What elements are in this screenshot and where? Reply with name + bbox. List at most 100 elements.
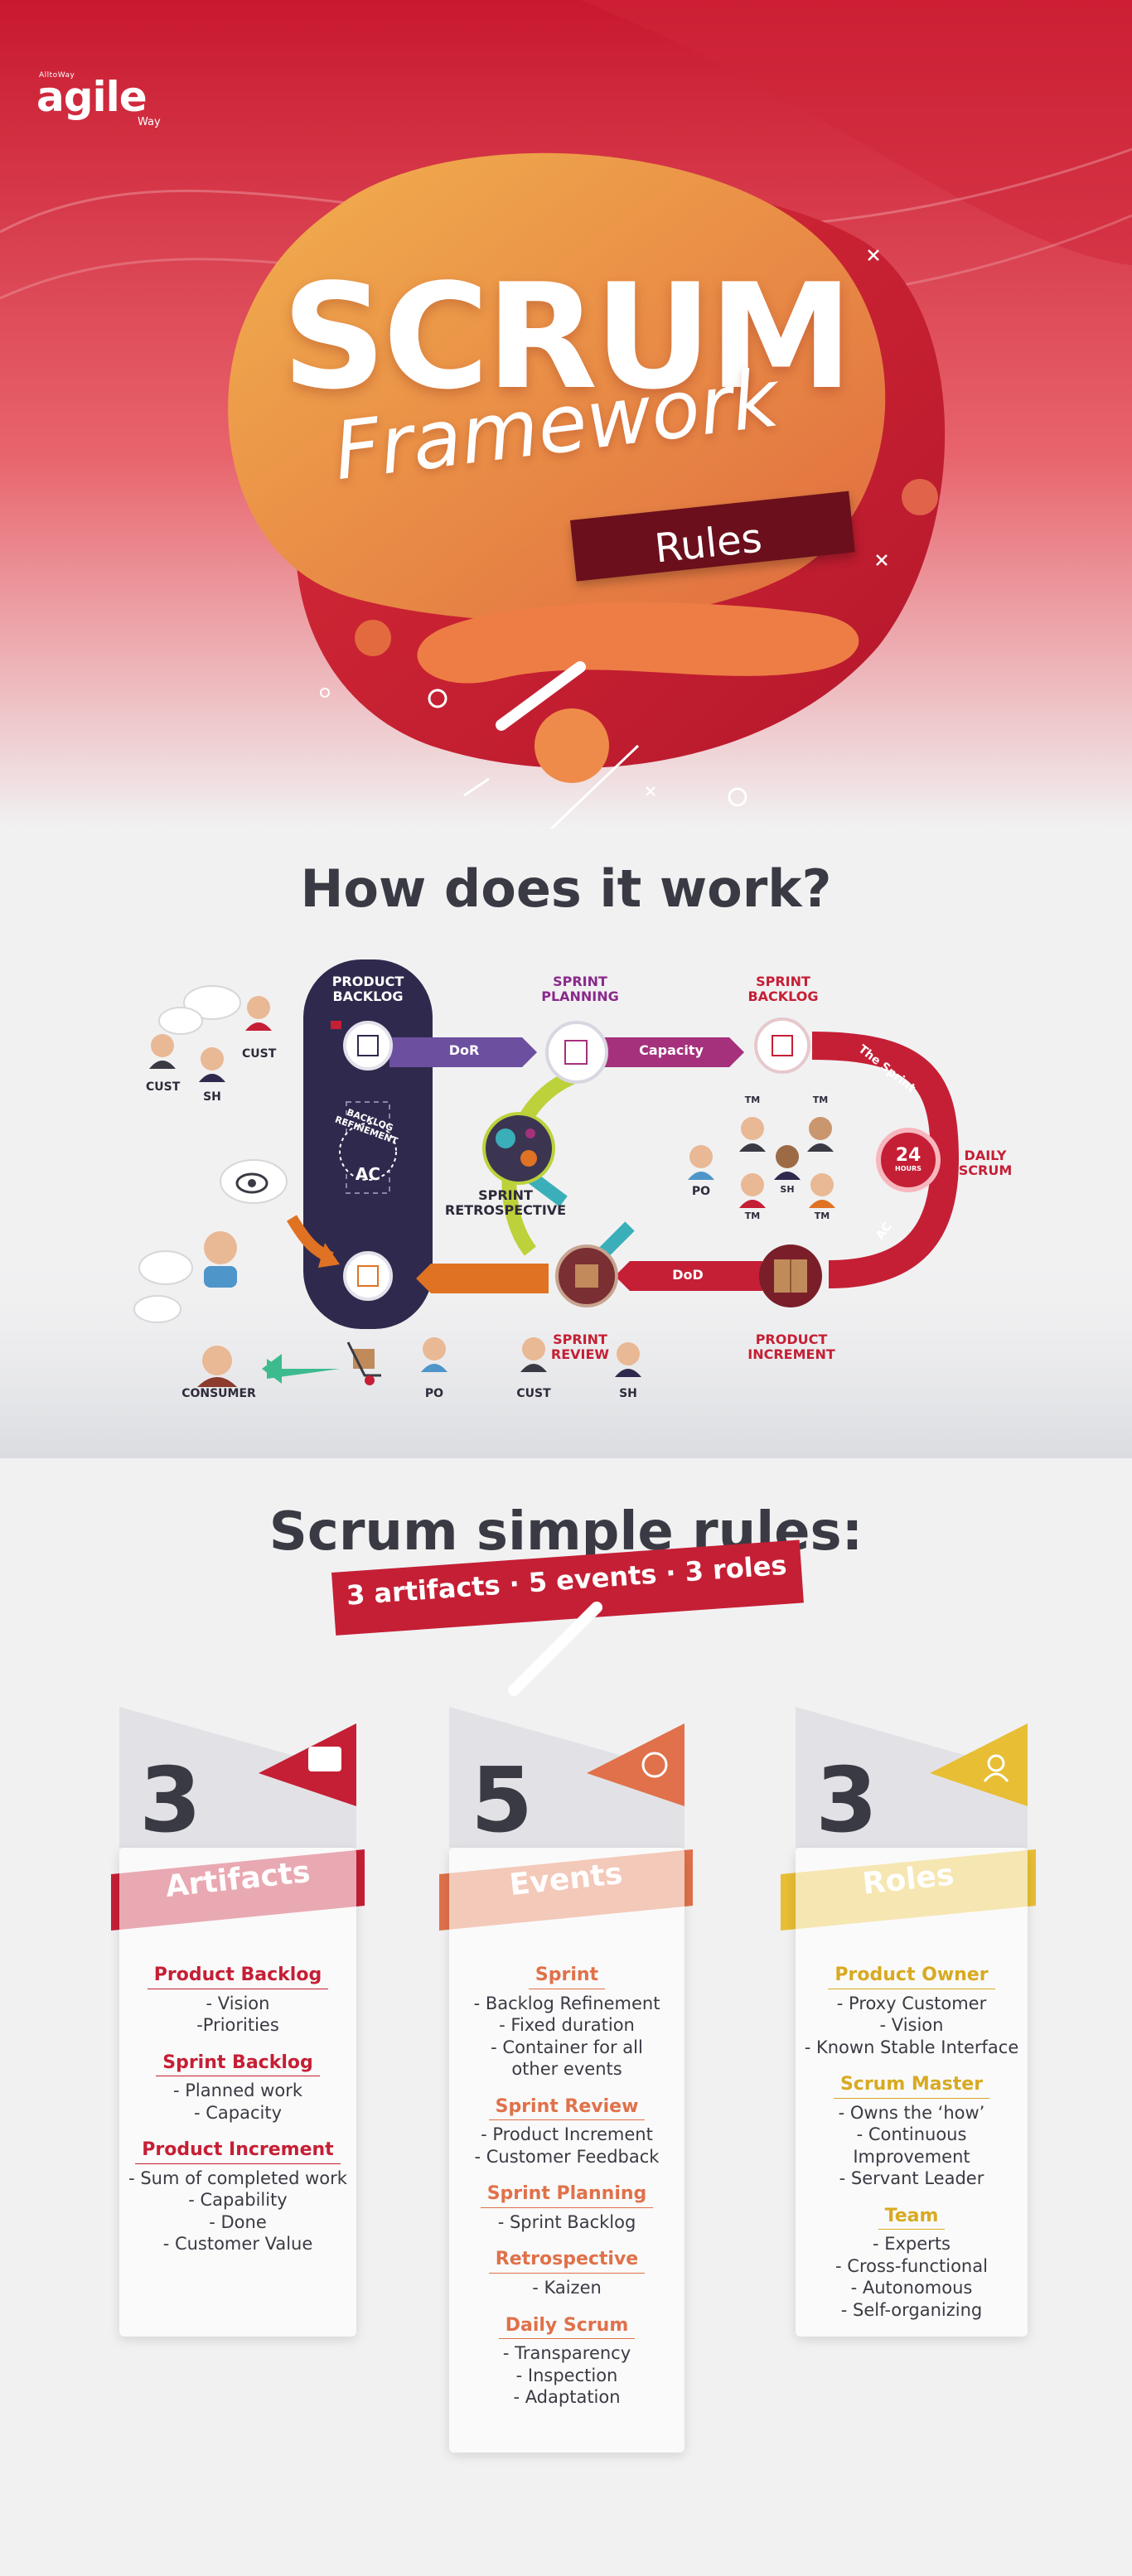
dod-arrow [615,1261,762,1291]
dor-arrow [389,1037,537,1067]
delivery-dolly-icon [346,1341,381,1385]
artifacts-tag-icon [308,1747,341,1771]
increment-to-backlog-arrow [416,1264,549,1293]
event-sprint-planning: Sprint Planning [480,2182,654,2208]
sprint-backlog-icon [754,1017,810,1074]
events-column [449,1848,685,2453]
label-sprint-planning: SPRINT PLANNING [541,974,619,1005]
artifact-item: - Vision [206,1993,270,2013]
label-po: PO [424,1387,444,1400]
label-sprint-retrospective: SPRINT RETROSPECTIVE [444,1187,567,1219]
artifacts-column [119,1848,356,2337]
role-item: - Cross-functional [835,2255,988,2276]
event-item: other events [511,2059,622,2080]
role-item: - Servant Leader [839,2168,984,2189]
event-item: - Product Increment [481,2124,653,2145]
avatar-sh-1 [199,1047,225,1082]
artifact-item: - Capacity [193,2102,283,2123]
events-count: 5 [471,1749,534,1853]
event-item: - Inspection [515,2365,618,2385]
label-sprint-backlog: SPRINT BACKLOG [747,974,819,1005]
artifact-product-increment: Product Increment [135,2139,341,2164]
label-tm-2: TM [812,1095,829,1105]
artifacts-count: 3 [139,1749,202,1853]
avatar-cust-2 [245,996,272,1031]
avatar-sh-review [615,1342,641,1377]
label-tm-4: TM [814,1211,830,1221]
avatar-consumer [197,1346,237,1387]
event-item: - Transparency [502,2343,631,2364]
artifact-item: - Capability [188,2190,288,2211]
artifact-sprint-backlog: Sprint Backlog [156,2052,320,2077]
clock-hours-word: HOURS [895,1165,922,1172]
clock-hours-number: 24 [895,1145,922,1166]
event-daily-scrum: Daily Scrum [498,2314,636,2340]
event-item: - Sprint Backlog [497,2211,636,2232]
label-sh-review: SH [619,1387,637,1400]
title-scrum: SCRUM [282,254,853,422]
label-sm: SH [780,1184,795,1195]
artifact-item: - Done [209,2211,267,2232]
role-item: - Self-organizing [840,2299,983,2320]
product-backlog-icon [343,1021,393,1071]
event-retrospective: Retrospective [488,2248,646,2274]
event-item: - Container for all [491,2037,643,2057]
roles-column [796,1848,1028,2337]
event-item: - Customer Feedback [474,2146,660,2167]
event-sprint-review: Sprint Review [488,2095,646,2121]
artifact-product-backlog: Product Backlog [147,1964,329,1989]
label-consumer: CONSUMER [181,1387,256,1400]
role-item: - Experts [872,2234,951,2255]
brand-logo[interactable]: agile [36,73,148,121]
label-sh-1: SH [203,1090,221,1104]
label-tm-1: TM [744,1095,761,1105]
brand-tagline: Way [138,116,161,128]
role-product-owner: Product Owner [828,1964,995,1989]
capacity-arrow [597,1037,744,1067]
label-dod: DoD [672,1267,704,1283]
event-item: - Kaizen [532,2278,602,2298]
scrum-flow-diagram [0,959,1132,1458]
avatar-po-observer [204,1231,237,1288]
roles-count: 3 [815,1749,878,1853]
events-tag-icon [641,1752,668,1778]
team-avatars [688,1117,835,1208]
avatar-po [421,1337,447,1372]
role-team: Team [878,2205,946,2230]
role-item: - Continuous Improvement [853,2124,970,2167]
avatar-cust-1 [149,1034,176,1069]
artifact-item: -Priorities [196,2015,279,2036]
events-list: Sprint - Backlog Refinement - Fixed dura… [449,1964,685,2409]
sprint-arc [811,1032,960,1288]
refined-backlog-icon [343,1251,393,1301]
label-product-backlog: PRODUCT BACKLOG [331,974,404,1005]
label-sprint-review: SPRINT REVIEW [550,1331,610,1363]
label-cust-1: CUST [146,1080,181,1094]
label-daily-scrum: DAILY SCRUM [958,1148,1013,1179]
header-background [0,0,1132,829]
roles-tag-icon [987,1754,1005,1772]
role-item: - Proxy Customer [836,1993,987,2013]
backlog-refinement-circle [339,1123,397,1181]
label-cust-review: CUST [516,1387,551,1400]
brand-small-text: AlltoWay [39,71,75,80]
label-capacity: Capacity [639,1042,704,1058]
avatar-cust-review [520,1337,547,1372]
delivery-arrow [267,1359,340,1379]
role-item: - Known Stable Interface [804,2037,1019,2057]
role-scrum-master: Scrum Master [833,2073,990,2099]
event-item: - Fixed duration [499,2015,635,2036]
label-tm-3: TM [744,1211,761,1221]
label-product-increment: PRODUCT INCREMENT [747,1331,835,1363]
event-item: - Adaptation [513,2387,621,2408]
event-item: - Backlog Refinement [473,1993,660,2013]
label-dor: DoR [448,1042,480,1058]
role-item: - Owns the ‘how’ [838,2102,985,2123]
artifact-item: - Sum of completed work [128,2168,347,2188]
event-sprint: Sprint [528,1964,606,1989]
daily-scrum-clock [876,1128,941,1192]
roles-list: Product Owner - Proxy Customer - Vision … [796,1964,1028,2321]
label-cust-2: CUST [242,1047,277,1061]
how-section-title: How does it work? [300,858,832,919]
artifact-item: - Customer Value [162,2234,313,2255]
